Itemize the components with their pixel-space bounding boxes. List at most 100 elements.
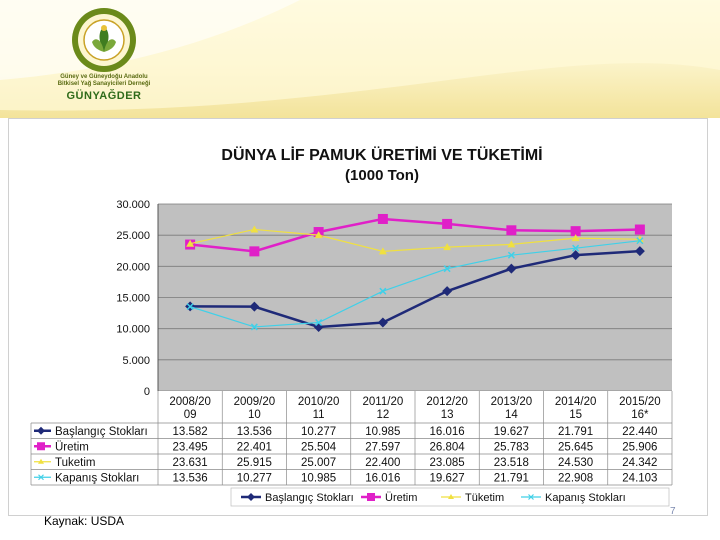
legend-entry-label: Başlangıç Stokları [265, 492, 354, 504]
legend-marker [528, 494, 534, 500]
table-cell-value: 23.631 [173, 457, 208, 469]
header-band [0, 0, 720, 118]
table-cell-value: 10.985 [365, 426, 400, 438]
table-cell-value: 19.627 [494, 426, 529, 438]
table-cell-value: 23.518 [494, 457, 529, 469]
data-point-marker [249, 301, 260, 312]
table-cell-value: 10.277 [301, 426, 336, 438]
y-tick-label: 30.000 [116, 199, 150, 211]
table-series-name: Kapanış Stokları [55, 472, 139, 484]
data-point-marker [507, 251, 515, 259]
table-series-name: Üretim [55, 441, 89, 453]
x-category-label: 2008/20 09 [169, 396, 211, 421]
table-cell-value: 25.915 [237, 457, 272, 469]
table-legend-marker [38, 474, 44, 481]
data-point-marker [634, 224, 645, 235]
series-line-3 [189, 228, 640, 252]
page-number: 7 [670, 506, 676, 517]
legend-entry-label: Üretim [385, 492, 417, 504]
chart-subtitle: (1000 Ton) [345, 167, 419, 184]
table-cell-value: 24.342 [622, 457, 657, 469]
data-point-marker [506, 263, 517, 274]
data-point-marker [506, 225, 517, 236]
series-line-4 [189, 240, 640, 328]
x-category-label: 2012/20 13 [426, 396, 468, 421]
table-cell-value: 16.016 [430, 426, 465, 438]
gunyagder-logo: Güney ve Güneydoğu Anadolu Bitkisel Yağ … [52, 6, 156, 110]
data-point-marker [315, 318, 323, 327]
table-cell-value: 25.504 [301, 441, 337, 453]
data-point-marker [443, 243, 452, 251]
table-cell-value: 25.783 [494, 441, 529, 453]
legend-marker [247, 493, 255, 501]
source-note: Kaynak: USDA [44, 514, 125, 528]
data-point-marker [571, 234, 580, 242]
legend-marker [367, 493, 375, 501]
table-cell-value: 25.645 [558, 441, 593, 453]
legend-entry-label: Kapanış Stokları [545, 492, 626, 504]
data-point-marker [379, 287, 387, 295]
table-cell-value: 13.536 [237, 426, 272, 438]
table-cell-value: 16.016 [365, 472, 400, 484]
header-wave-decoration [0, 0, 720, 111]
logo-brand-text: GÜNYAĞDER [66, 90, 142, 102]
table-cell-value: 24.103 [622, 472, 657, 484]
y-tick-label: 10.000 [116, 324, 150, 336]
line-chart: DÜNYA LİF PAMUK ÜRETİMİ VE TÜKETİMİ (100… [30, 145, 673, 507]
table-cell-value: 10.985 [301, 472, 336, 484]
table-cell-value: 25.906 [622, 441, 657, 453]
data-point-marker [443, 265, 451, 273]
x-category-label: 2014/20 15 [555, 396, 597, 421]
table-legend-marker [37, 426, 45, 435]
logo-subtitle: Güney ve Güneydoğu Anadolu Bitkisel Yağ … [57, 74, 151, 87]
table-cell-value: 22.401 [237, 441, 272, 453]
x-category-label: 2010/20 11 [298, 396, 340, 421]
table-cell-value: 21.791 [494, 472, 529, 484]
data-point-marker [249, 246, 260, 257]
data-point-marker [378, 247, 387, 255]
table-cell-value: 25.007 [301, 457, 336, 469]
table-cell-value: 24.530 [558, 457, 593, 469]
data-point-marker [634, 246, 645, 257]
legend-entry-label: Tüketim [465, 492, 504, 504]
chart-legend: Başlangıç Stokları Üretim Tüketim Kapanış S… [230, 487, 670, 507]
data-point-marker [570, 250, 581, 261]
table-cell-value: 22.908 [558, 472, 593, 484]
table-cell-value: 23.085 [430, 457, 465, 469]
data-point-marker [377, 213, 388, 224]
table-legend-marker [37, 442, 45, 451]
plot-area: 30.000 25.000 20.000 15.000 10.000 5.000 0 [116, 199, 672, 398]
data-point-marker [314, 231, 323, 239]
y-tick-label: 15.000 [116, 293, 150, 305]
table-cell-value: 21.791 [558, 426, 593, 438]
data-point-marker [442, 218, 453, 229]
x-category-label: 2013/20 14 [491, 396, 533, 421]
legend-marker [448, 494, 454, 499]
data-table: 2008/20 09 2009/20 10 2010/20 11 2011/20 12 2012… [30, 391, 673, 486]
chart-title: DÜNYA LİF PAMUK ÜRETİMİ VE TÜKETİMİ [221, 145, 542, 164]
x-category-label: 2015/20 16* [619, 396, 661, 421]
data-point-marker [442, 286, 453, 297]
table-cell-value: 27.597 [365, 441, 400, 453]
table-cell-value: 23.495 [173, 441, 208, 453]
logo-emblem [72, 8, 136, 72]
x-category-label: 2011/20 12 [363, 396, 404, 421]
series-line-2 [189, 217, 640, 253]
data-point-marker [250, 225, 259, 233]
table-cell-value: 19.627 [430, 472, 465, 484]
data-point-marker [636, 237, 644, 245]
table-series-name: Başlangıç Stokları [55, 426, 148, 438]
table-series-name: Tuketim [55, 457, 95, 469]
table-cell-value: 26.804 [430, 441, 466, 453]
data-point-marker [572, 244, 580, 252]
table-cell-value: 13.582 [173, 426, 208, 438]
x-category-label: 2009/20 10 [234, 396, 276, 421]
data-point-marker [507, 240, 516, 248]
y-tick-label: 0 [144, 386, 150, 398]
data-point-marker [377, 317, 388, 328]
data-point-marker [186, 303, 194, 311]
data-point-marker [186, 239, 195, 247]
chart-frame: DÜNYA LİF PAMUK ÜRETİMİ VE TÜKETİMİ (100… [8, 118, 708, 516]
table-cell-value: 22.400 [365, 457, 400, 469]
data-point-marker [570, 226, 581, 237]
